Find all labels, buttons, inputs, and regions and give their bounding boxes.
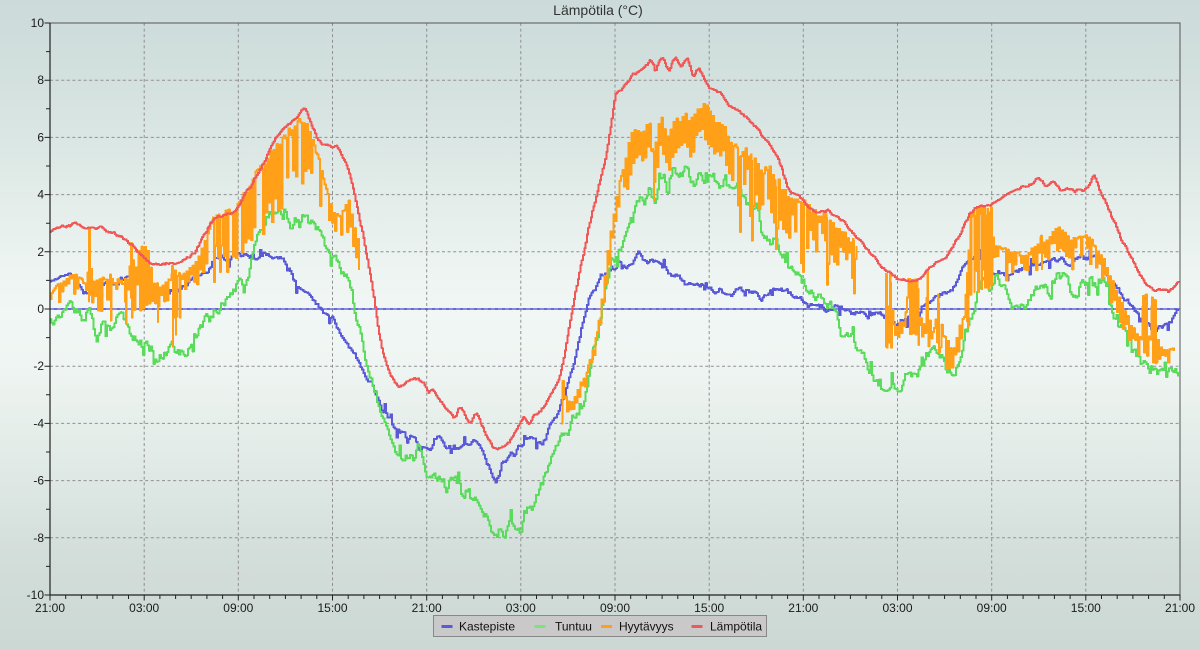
svg-text:Lämpötila (°C): Lämpötila (°C) bbox=[553, 2, 643, 18]
svg-text:21:00: 21:00 bbox=[35, 601, 65, 615]
svg-text:Tuntuu: Tuntuu bbox=[555, 620, 592, 634]
svg-text:-8: -8 bbox=[33, 531, 44, 545]
svg-text:09:00: 09:00 bbox=[223, 601, 253, 615]
svg-text:Hyytävyys: Hyytävyys bbox=[619, 620, 674, 634]
svg-text:6: 6 bbox=[37, 130, 44, 144]
svg-text:15:00: 15:00 bbox=[694, 601, 724, 615]
svg-text:-10: -10 bbox=[27, 588, 45, 602]
svg-text:8: 8 bbox=[37, 73, 44, 87]
svg-text:09:00: 09:00 bbox=[977, 601, 1007, 615]
svg-text:15:00: 15:00 bbox=[317, 601, 347, 615]
svg-text:Kastepiste: Kastepiste bbox=[459, 620, 515, 634]
svg-text:03:00: 03:00 bbox=[882, 601, 912, 615]
svg-text:-4: -4 bbox=[33, 416, 44, 430]
svg-text:15:00: 15:00 bbox=[1071, 601, 1101, 615]
svg-text:21:00: 21:00 bbox=[1165, 601, 1195, 615]
svg-text:03:00: 03:00 bbox=[506, 601, 536, 615]
svg-text:09:00: 09:00 bbox=[600, 601, 630, 615]
svg-text:2: 2 bbox=[37, 245, 44, 259]
svg-text:21:00: 21:00 bbox=[788, 601, 818, 615]
svg-text:Lämpötila: Lämpötila bbox=[710, 620, 762, 634]
svg-text:4: 4 bbox=[37, 188, 44, 202]
svg-text:0: 0 bbox=[37, 302, 44, 316]
svg-text:21:00: 21:00 bbox=[412, 601, 442, 615]
svg-text:-6: -6 bbox=[33, 474, 44, 488]
svg-text:03:00: 03:00 bbox=[129, 601, 159, 615]
svg-text:10: 10 bbox=[31, 16, 45, 30]
svg-text:-2: -2 bbox=[33, 359, 44, 373]
